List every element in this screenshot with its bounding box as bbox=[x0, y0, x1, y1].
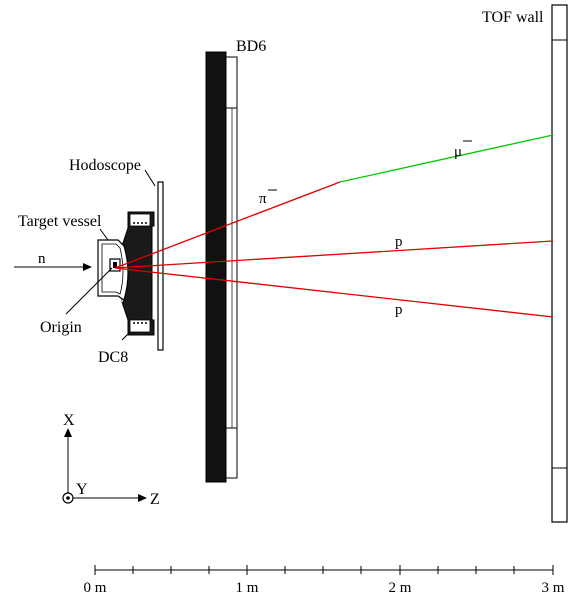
target-vessel bbox=[97, 239, 129, 301]
proton-track-lower bbox=[114, 267, 554, 318]
scale-tick-0: 0 m bbox=[84, 580, 107, 596]
tof-wall-label: TOF wall bbox=[482, 9, 544, 26]
beam-label: n bbox=[38, 251, 46, 267]
target-vessel-leader bbox=[99, 228, 109, 241]
scale-bar bbox=[94, 565, 554, 575]
scale-tick-1: 1 m bbox=[236, 580, 259, 596]
origin-leader bbox=[65, 267, 113, 315]
tracks bbox=[114, 134, 554, 318]
beam-arrow bbox=[14, 263, 92, 271]
coordinate-axes bbox=[62, 428, 147, 504]
hodoscope-label: Hodoscope bbox=[69, 157, 141, 174]
proton-lower-label: p bbox=[395, 302, 403, 318]
target-vessel-label: Target vessel bbox=[18, 213, 102, 230]
proton-upper-label: p bbox=[395, 234, 403, 250]
muon-label: μ bbox=[454, 144, 462, 160]
scale-tick-2: 2 m bbox=[389, 580, 412, 596]
axis-y-label: Y bbox=[76, 481, 88, 498]
scale-tick-3: 3 m bbox=[542, 580, 565, 596]
dc8-leader bbox=[121, 331, 131, 341]
tof-wall bbox=[551, 4, 568, 523]
pion-label: π bbox=[259, 191, 267, 207]
hodoscope bbox=[157, 181, 164, 351]
bd6-detector bbox=[205, 51, 238, 483]
muon-track bbox=[339, 134, 554, 183]
dc8-label: DC8 bbox=[98, 349, 128, 366]
proton-track-upper bbox=[114, 240, 554, 269]
pion-track bbox=[114, 181, 341, 269]
origin-label: Origin bbox=[40, 319, 82, 336]
hodoscope-leader bbox=[144, 169, 156, 187]
axis-x-label: X bbox=[63, 412, 75, 429]
bd6-label: BD6 bbox=[236, 38, 266, 55]
axis-z-label: Z bbox=[150, 491, 160, 508]
